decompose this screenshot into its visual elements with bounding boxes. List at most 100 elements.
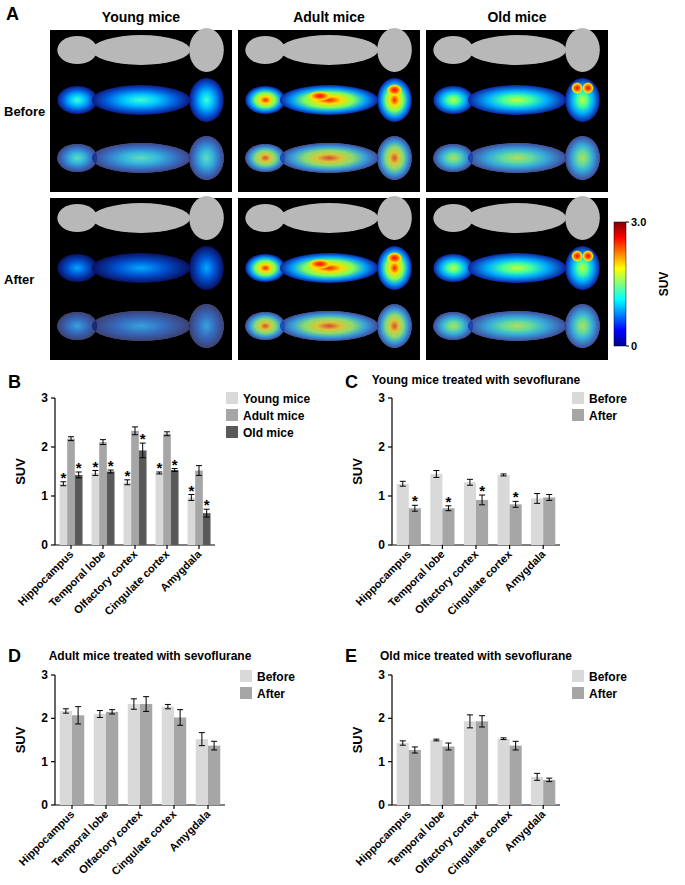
legend-label: After	[589, 687, 617, 701]
x-tick	[105, 805, 106, 809]
error-cap	[501, 473, 507, 474]
brain-sagittal	[280, 253, 378, 283]
legend-swatch	[226, 409, 238, 421]
brain-coronal	[245, 86, 285, 114]
x-tick	[509, 545, 510, 549]
pet-spot	[387, 84, 403, 96]
brain-sagittal	[92, 143, 190, 173]
brain-coronal	[57, 144, 97, 172]
error-cap	[412, 746, 418, 747]
pet-panel	[426, 28, 608, 192]
error-line	[549, 778, 550, 781]
error-cap	[211, 741, 217, 742]
colorbar-tick	[626, 222, 629, 223]
y-tick	[388, 804, 392, 805]
y-tick	[51, 804, 55, 805]
error-bar	[109, 710, 115, 714]
error-cap	[177, 725, 183, 726]
error-cap	[188, 500, 194, 501]
brain-axial	[565, 136, 600, 180]
error-line	[180, 710, 181, 726]
bar	[397, 743, 409, 805]
error-cap	[75, 723, 81, 724]
error-cap	[433, 477, 439, 478]
panel-label: A	[6, 4, 19, 24]
y-tick	[388, 495, 392, 496]
brain-axial	[377, 136, 412, 180]
bar	[99, 442, 107, 545]
bar	[476, 500, 488, 545]
bar	[476, 721, 488, 805]
significance-star: *	[412, 492, 418, 509]
significance-star: *	[446, 493, 452, 510]
legend-swatch	[226, 392, 238, 404]
error-cap	[400, 740, 406, 741]
brain-axial	[189, 246, 224, 290]
error-bar	[143, 697, 149, 712]
error-line	[78, 707, 79, 724]
error-bar	[467, 479, 473, 485]
error-line	[436, 471, 437, 478]
plot-area	[397, 471, 556, 545]
legend-swatch	[240, 687, 252, 699]
significance-star: *	[188, 482, 194, 499]
error-bar	[412, 747, 418, 753]
bar	[139, 450, 147, 545]
significance-star: *	[204, 496, 210, 513]
bar	[195, 471, 203, 545]
brain-coronal	[57, 312, 97, 340]
error-line	[167, 704, 168, 708]
column-header: Old mice	[487, 9, 546, 25]
bar	[75, 475, 83, 545]
x-tick	[166, 545, 167, 549]
y-tick	[51, 761, 55, 762]
error-cap	[97, 717, 103, 718]
bar	[498, 475, 510, 545]
brain-sagittal	[92, 203, 190, 233]
error-line	[537, 494, 538, 504]
brain-coronal	[57, 86, 97, 114]
chart: DAdult mice treated with sevoflurane0123…	[8, 646, 295, 877]
legend-swatch	[572, 670, 584, 682]
error-cap	[467, 485, 473, 486]
brain-sagittal	[280, 143, 378, 173]
brain-coronal	[57, 204, 97, 232]
pet-spot	[387, 252, 403, 264]
brain-coronal	[245, 36, 285, 64]
brain-sagittal	[280, 311, 378, 341]
bar	[128, 704, 140, 805]
significance-star: *	[108, 457, 114, 474]
error-cap	[479, 727, 485, 728]
significance-star: *	[124, 467, 130, 484]
bar	[59, 484, 67, 545]
brain-coronal	[433, 312, 473, 340]
bar	[510, 746, 522, 805]
brain-coronal	[57, 36, 97, 64]
error-bar	[63, 709, 69, 713]
pet-panel	[50, 196, 232, 360]
error-cap	[513, 741, 519, 742]
error-bar	[445, 743, 451, 750]
y-tick-label: 3	[41, 668, 48, 682]
brain-sagittal	[92, 85, 190, 115]
x-tick	[442, 805, 443, 809]
y-tick	[388, 674, 392, 675]
plot-area	[60, 697, 220, 805]
bar	[163, 434, 171, 545]
y-axis	[54, 675, 55, 805]
error-line	[537, 773, 538, 780]
chart-title: Old mice treated with sevoflurane	[380, 649, 572, 663]
column-header: Adult mice	[293, 9, 365, 25]
error-line	[402, 741, 403, 745]
legend: BeforeAfter	[572, 670, 627, 701]
y-tick	[388, 718, 392, 719]
bar	[498, 739, 510, 805]
legend-swatch	[572, 409, 584, 421]
error-cap	[63, 713, 69, 714]
bar	[94, 714, 106, 805]
bar	[203, 513, 211, 545]
x-tick	[71, 805, 72, 809]
panel-label: E	[345, 646, 357, 666]
bar	[72, 715, 84, 805]
brain-coronal	[433, 86, 473, 114]
